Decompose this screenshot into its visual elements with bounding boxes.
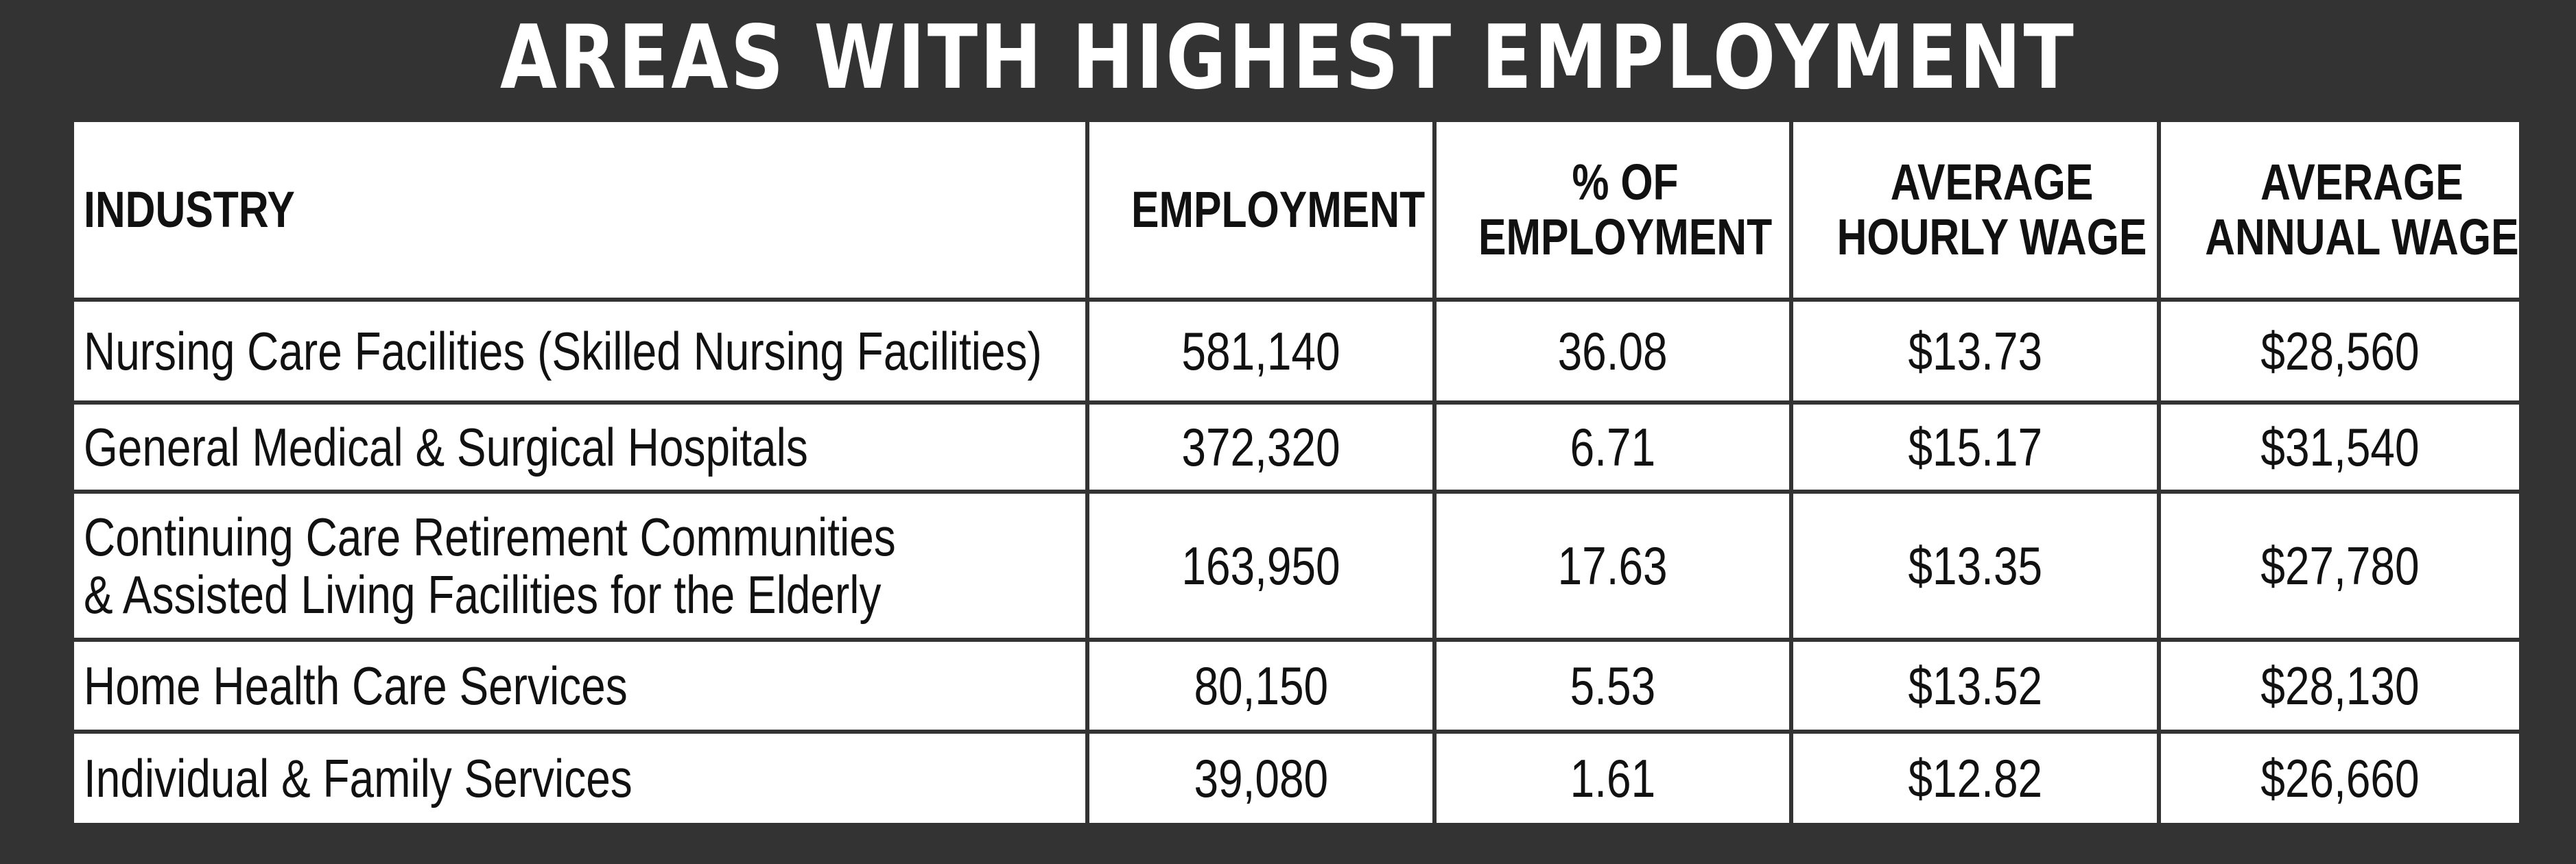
column-header-industry: INDUSTRY <box>70 118 1089 302</box>
percent-cell: 5.53 <box>1432 638 1793 734</box>
percent-cell: 6.71 <box>1432 400 1793 494</box>
hourly-wage-cell: $12.82 <box>1789 730 2161 827</box>
percent-cell: 17.63 <box>1432 490 1793 642</box>
hourly-wage-cell: $15.17 <box>1789 400 2161 494</box>
annual-wage-cell: $28,130 <box>2157 638 2523 734</box>
industry-cell: Home Health Care Services <box>70 638 1089 734</box>
page-title: AREAS WITH HIGHEST EMPLOYMENT <box>499 7 2077 109</box>
hourly-wage-cell: $13.35 <box>1789 490 2161 642</box>
percent-cell: 36.08 <box>1432 298 1793 405</box>
hourly-wage-cell: $13.73 <box>1789 298 2161 405</box>
column-header-average-hourly-wage: AVERAGE HOURLY WAGE <box>1789 118 2161 302</box>
column-header-employment: EMPLOYMENT <box>1085 118 1437 302</box>
annual-wage-cell: $26,660 <box>2157 730 2523 827</box>
employment-table: INDUSTRY EMPLOYMENT % OF EMPLOYMENT AVER… <box>70 118 2523 827</box>
employment-cell: 372,320 <box>1085 400 1437 494</box>
table-row: Continuing Care Retirement Communities &… <box>70 490 2523 642</box>
annual-wage-cell: $31,540 <box>2157 400 2523 494</box>
industry-cell: Continuing Care Retirement Communities &… <box>70 490 1089 642</box>
column-header-average-annual-wage: AVERAGE ANNUAL WAGE <box>2157 118 2523 302</box>
annual-wage-cell: $27,780 <box>2157 490 2523 642</box>
industry-cell: Individual & Family Services <box>70 730 1089 827</box>
employment-cell: 163,950 <box>1085 490 1437 642</box>
industry-cell: Nursing Care Facilities (Skilled Nursing… <box>70 298 1089 405</box>
table-row: General Medical & Surgical Hospitals 372… <box>70 400 2523 494</box>
table-row: Individual & Family Services 39,080 1.61… <box>70 730 2523 827</box>
percent-cell: 1.61 <box>1432 730 1793 827</box>
hourly-wage-cell: $13.52 <box>1789 638 2161 734</box>
employment-cell: 80,150 <box>1085 638 1437 734</box>
industry-cell: General Medical & Surgical Hospitals <box>70 400 1089 494</box>
annual-wage-cell: $28,560 <box>2157 298 2523 405</box>
employment-cell: 39,080 <box>1085 730 1437 827</box>
employment-cell: 581,140 <box>1085 298 1437 405</box>
table-row: Nursing Care Facilities (Skilled Nursing… <box>70 298 2523 405</box>
column-header-percent-of-employment: % OF EMPLOYMENT <box>1432 118 1793 302</box>
table-row: Home Health Care Services 80,150 5.53 $1… <box>70 638 2523 734</box>
table-header-row: INDUSTRY EMPLOYMENT % OF EMPLOYMENT AVER… <box>70 118 2523 302</box>
